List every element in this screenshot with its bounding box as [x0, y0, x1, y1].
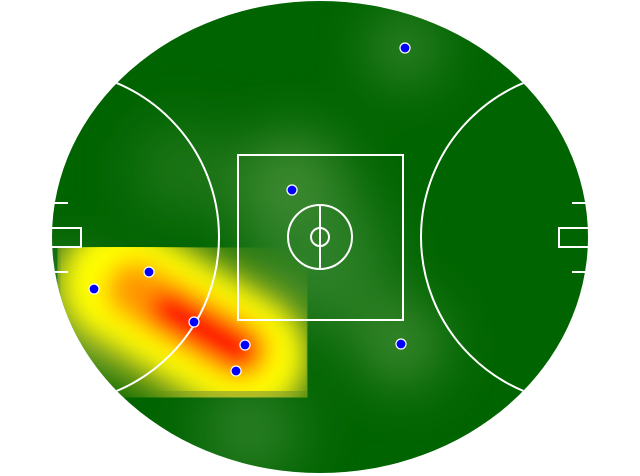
- event-points: [88, 42, 411, 377]
- field-markings: [52, 69, 588, 405]
- event-point: [230, 365, 242, 377]
- left-50m-arc: [52, 69, 220, 405]
- right-50m-arc: [420, 69, 588, 405]
- event-point: [286, 184, 298, 196]
- event-point: [143, 266, 155, 278]
- event-point: [239, 339, 251, 351]
- event-point: [188, 316, 200, 328]
- centre-square: [237, 154, 404, 321]
- left-goal-square: [52, 227, 82, 248]
- event-point: [399, 42, 411, 54]
- event-point: [395, 338, 407, 350]
- right-goal-square: [558, 227, 588, 248]
- event-point: [88, 283, 100, 295]
